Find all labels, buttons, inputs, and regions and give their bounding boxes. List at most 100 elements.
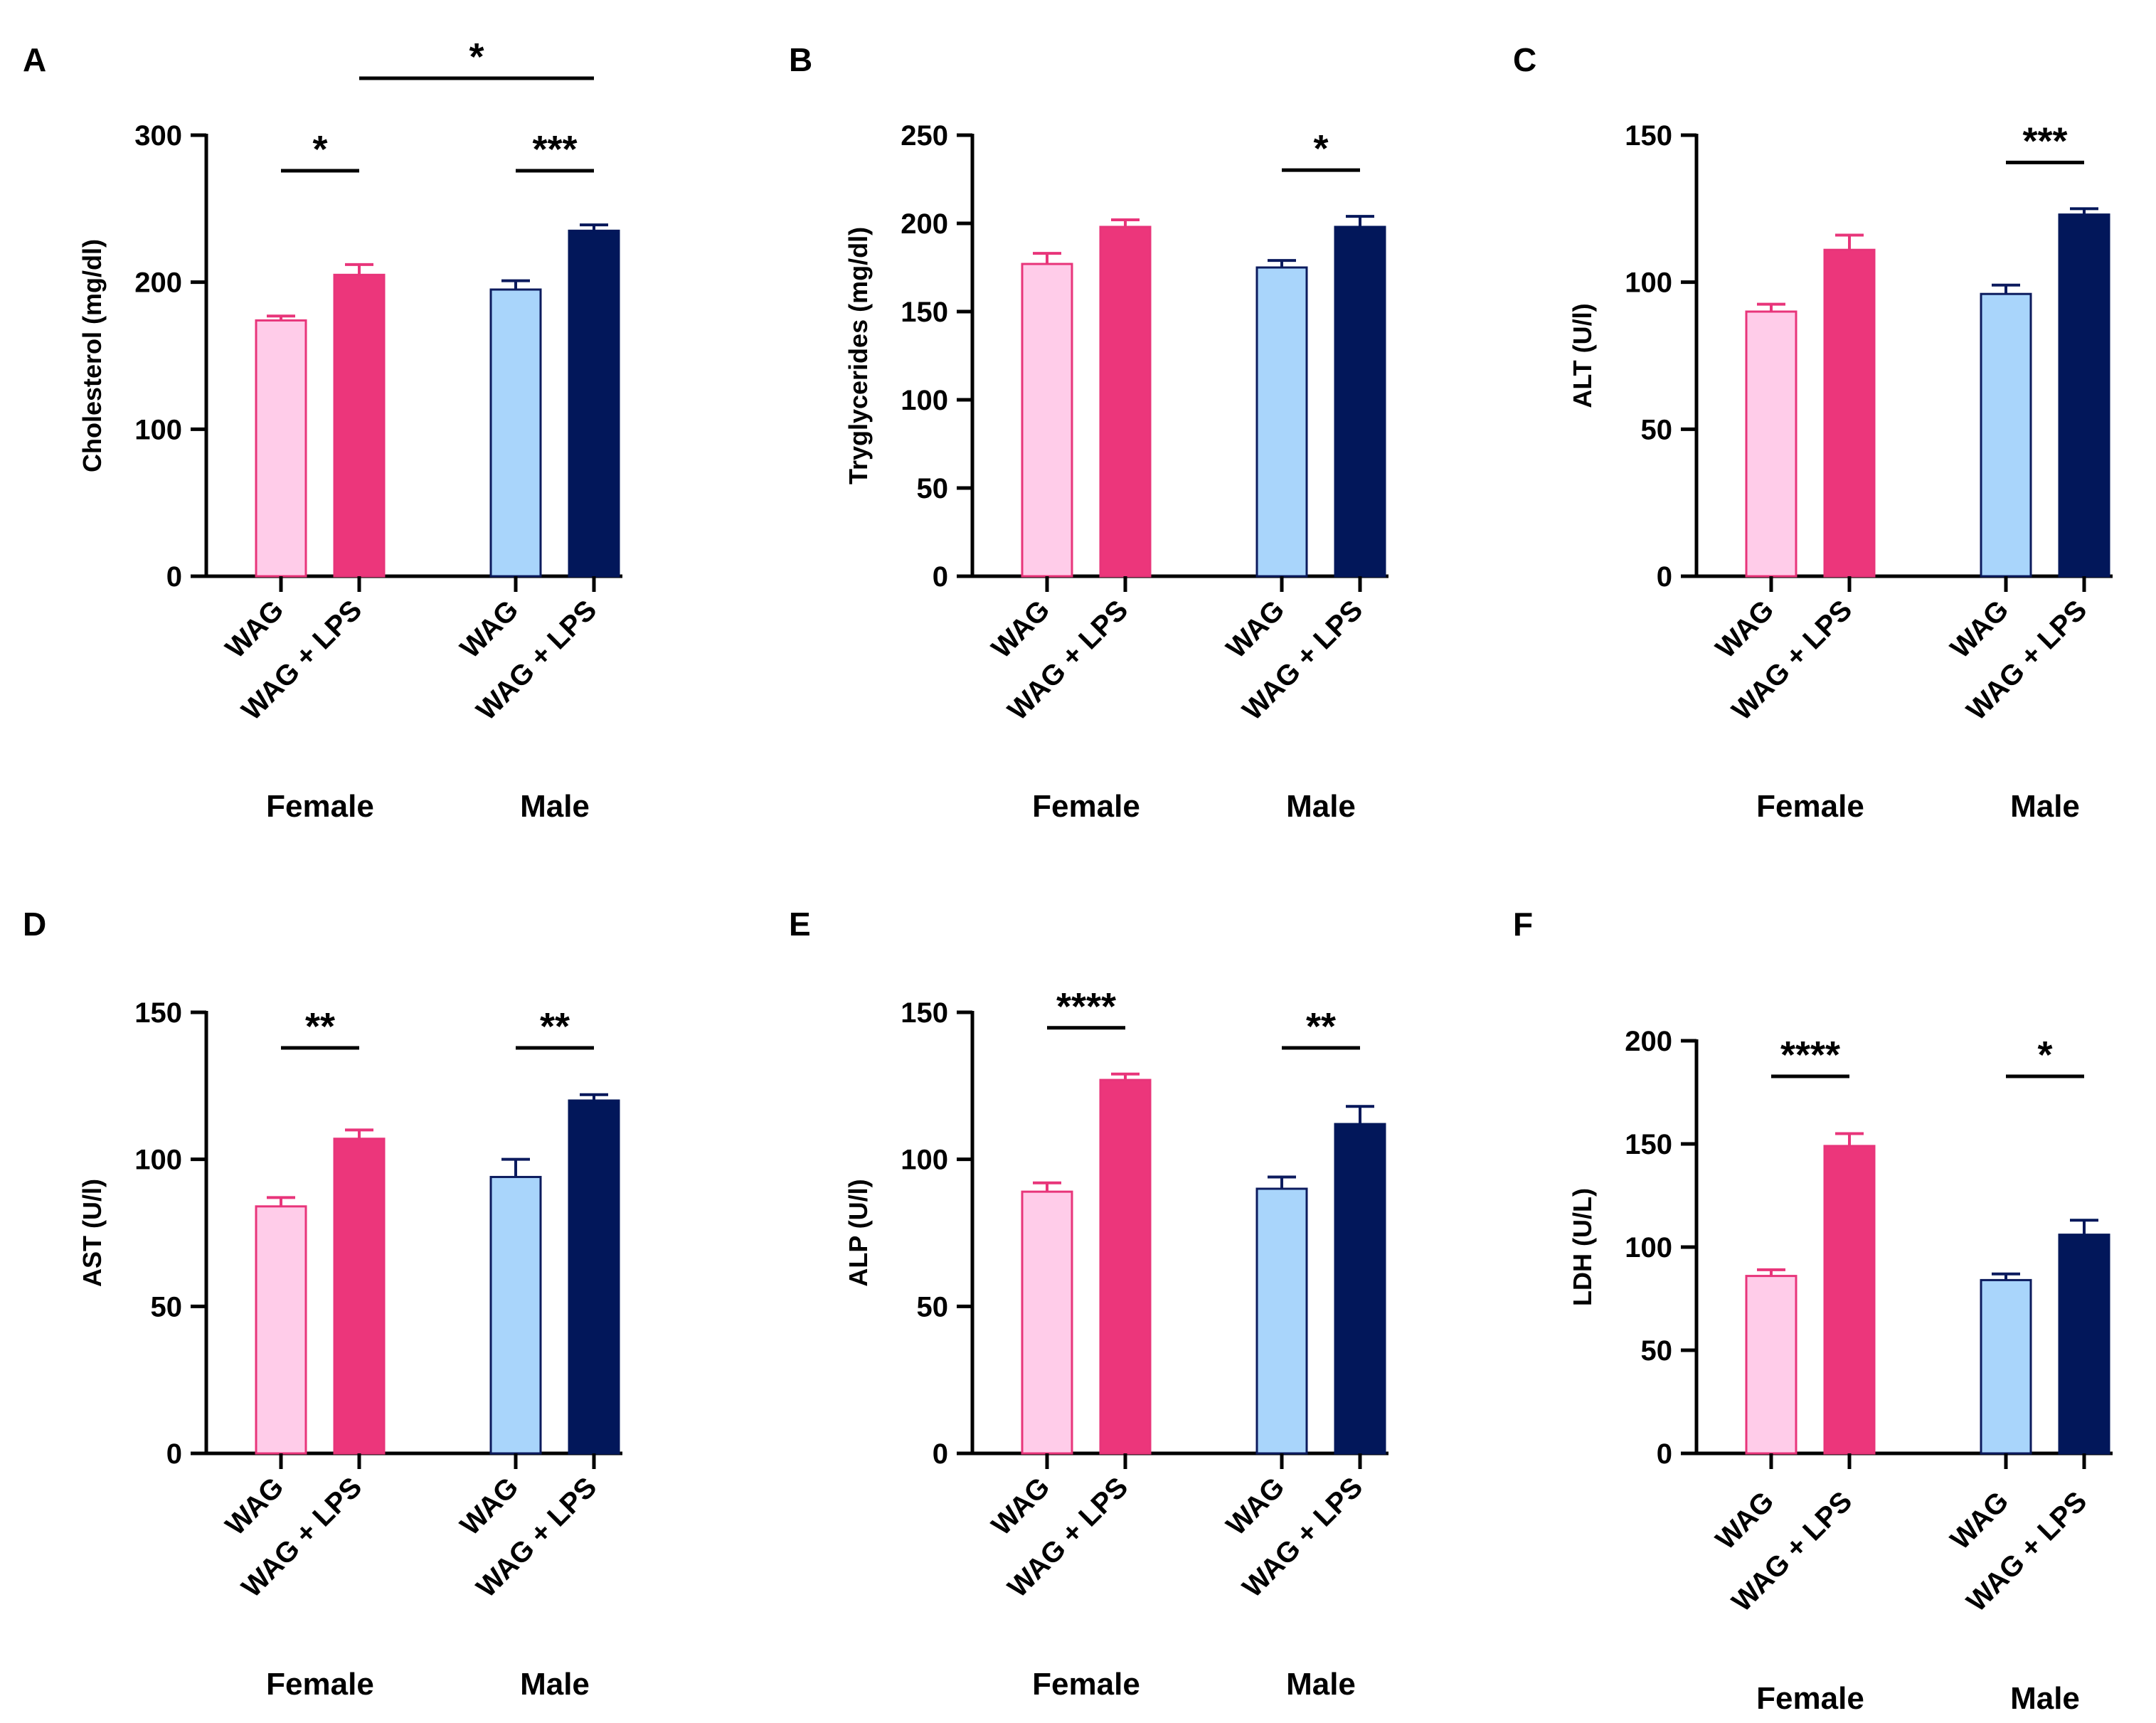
panel-letter: F [1513,906,1533,943]
category-label: WAG [1710,594,1780,664]
bar [333,1138,386,1455]
group-label: Male [520,1667,590,1702]
significance-label: *** [2022,120,2067,162]
category-label: WAG [1710,1485,1780,1556]
bar [489,1175,542,1455]
y-tick-label: 0 [166,561,182,593]
bar [1745,1275,1797,1455]
y-tick-label: 150 [134,997,182,1029]
category-label: WAG [220,1471,290,1542]
y-axis-title: Cholesterol (mg/dl) [78,239,107,472]
y-tick-label: 100 [1625,267,1672,299]
bar [568,229,620,578]
y-tick-label: 0 [933,1438,948,1470]
category-label: WAG [455,1471,525,1542]
category-label: WAG [1945,594,2015,664]
y-tick-label: 150 [1625,1129,1672,1160]
panel-letter: C [1513,41,1536,78]
significance-label: **** [1780,1034,1840,1076]
bar [2058,213,2110,578]
y-tick-label: 0 [1657,561,1672,593]
group-label: Male [1286,789,1356,824]
y-tick-label: 100 [134,414,182,445]
bar [1255,1187,1308,1455]
y-axis-title: ALT (U/l) [1568,303,1597,408]
y-axis-title: LDH (U/L) [1568,1188,1597,1306]
significance-label: * [1313,127,1328,170]
category-label: WAG [986,594,1056,664]
y-tick-label: 100 [901,385,948,416]
bar [2058,1234,2110,1455]
y-tick-label: 100 [1625,1232,1672,1263]
y-tick-label: 50 [1641,1335,1673,1367]
significance-label: ** [305,1005,335,1048]
panel-b: B 0 50 100 150 200 250 Tryglycerides (mg/dl) WAG… [789,41,1388,824]
y-tick-label: 150 [1625,120,1672,152]
y-tick-label: 50 [1641,414,1673,445]
y-tick-label: 200 [1625,1026,1672,1057]
category-label: WAG [1221,594,1291,664]
y-tick-label: 50 [917,1291,949,1322]
bar [1099,226,1152,578]
category-label: WAG [455,594,525,664]
group-label: Female [266,1667,374,1702]
group-label: Female [266,789,374,824]
bar [1334,226,1386,578]
bar [1021,1190,1073,1455]
bar [1980,292,2032,578]
bar [1745,310,1797,578]
y-tick-label: 0 [933,561,948,593]
category-label: WAG [986,1471,1056,1542]
bar [1255,266,1308,578]
y-tick-label: 50 [151,1291,183,1322]
bar [1823,248,1876,578]
panel-letter: D [23,906,46,943]
panel-letter: E [789,906,811,943]
significance-label: ** [1306,1005,1336,1048]
significance-label: ** [540,1005,570,1048]
y-tick-label: 100 [134,1145,182,1176]
bar [1980,1278,2032,1455]
group-label: Female [1756,789,1864,824]
group-label: Female [1756,1681,1864,1716]
panel-letter: B [789,41,812,78]
bar [255,319,307,578]
group-label: Male [1286,1667,1356,1702]
category-label: WAG [1945,1485,2015,1556]
bar [1099,1078,1152,1455]
bar [255,1205,307,1455]
significance-label: *** [532,128,577,171]
group-label: Female [1032,789,1140,824]
y-tick-label: 0 [166,1438,182,1470]
significance-label: * [469,36,484,78]
category-label: WAG [220,594,290,664]
y-tick-label: 100 [901,1145,948,1176]
y-tick-label: 300 [134,120,182,152]
y-axis-title: Tryglycerides (mg/dl) [844,227,873,484]
group-label: Female [1032,1667,1140,1702]
y-tick-label: 200 [901,208,948,240]
y-tick-label: 150 [901,297,948,328]
bar [1334,1123,1386,1455]
y-tick-label: 150 [901,997,948,1029]
significance-label: * [312,128,327,171]
y-tick-label: 250 [901,120,948,152]
group-label: Male [520,789,590,824]
significance-label: * [2037,1034,2052,1076]
bar [333,273,386,578]
category-label: WAG [1221,1471,1291,1542]
y-axis-title: AST (U/l) [78,1179,107,1287]
bar [568,1099,620,1455]
group-label: Male [2010,789,2080,824]
y-tick-label: 50 [917,473,949,504]
bar [489,288,542,578]
y-axis-title: ALP (U/l) [844,1179,873,1286]
bar [1021,263,1073,578]
y-tick-label: 200 [134,267,182,299]
bar [1823,1145,1876,1455]
